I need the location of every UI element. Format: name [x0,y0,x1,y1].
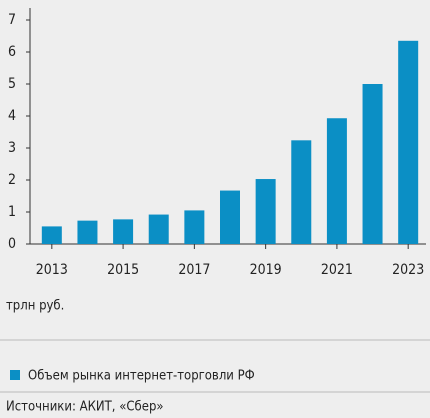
bar [77,220,98,244]
bar [362,84,383,244]
bar [148,214,169,244]
unit-label: трлн руб. [6,299,64,314]
x-tick-label: 2019 [250,262,282,278]
bar [220,190,240,244]
legend-swatch [10,370,20,380]
y-tick-label: 2 [8,172,16,188]
x-tick-label: 2021 [321,262,353,278]
source: Источники: АКИТ, «Сбер» [6,400,164,415]
x-tick-label: 2013 [36,262,68,278]
y-tick-label: 7 [8,12,16,28]
bar [255,179,276,244]
bar [398,40,419,244]
legend-label: Объем рынка интернет-торговли РФ [28,369,255,384]
x-tick-label: 2023 [392,262,424,278]
bar [184,210,205,244]
bar [41,226,62,244]
x-tick-label: 2015 [107,262,139,278]
y-tick-label: 4 [8,108,16,124]
y-tick-label: 0 [8,236,16,252]
bar [291,140,312,244]
y-tick-label: 3 [8,140,16,156]
bar [113,219,134,244]
y-tick-label: 1 [8,204,16,220]
x-tick-label: 2017 [178,262,210,278]
y-tick-label: 5 [8,76,16,92]
y-tick-label: 6 [8,44,16,60]
bar [326,118,347,244]
